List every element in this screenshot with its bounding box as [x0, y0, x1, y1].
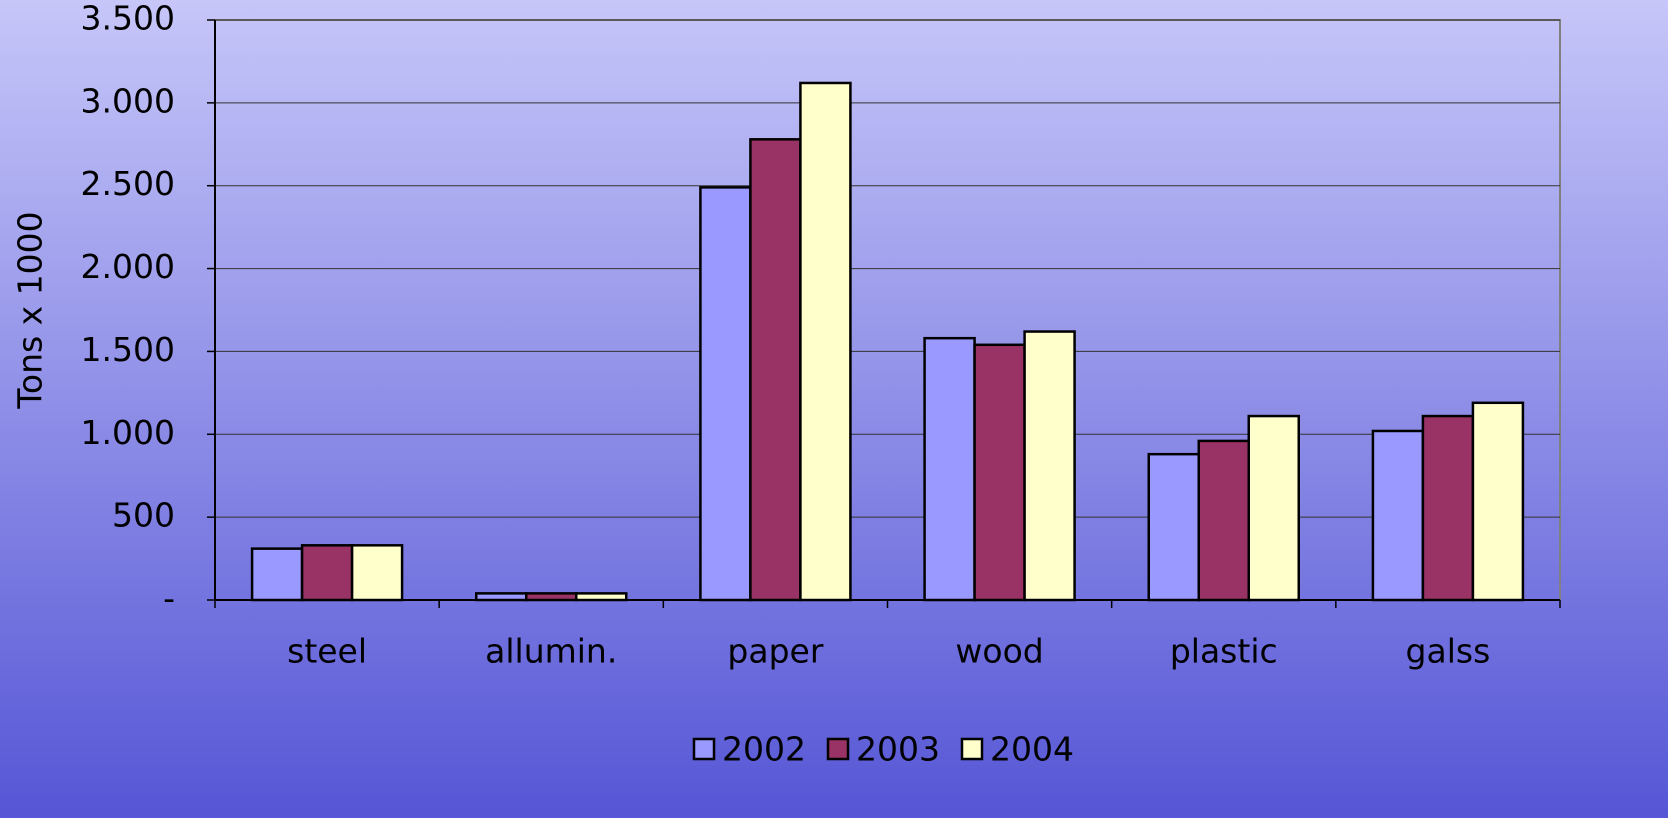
bar [1471, 401, 1525, 602]
bar [300, 544, 354, 602]
y-tick-label: 3.500 [81, 0, 175, 38]
x-tick-label: steel [287, 632, 367, 671]
x-tick-label: allumin. [485, 632, 617, 671]
legend-swatch [960, 737, 984, 761]
y-axis-label: Tons x 1000 [11, 211, 50, 409]
bar [1197, 439, 1250, 602]
bar [699, 186, 752, 602]
y-tick-label: 1.000 [81, 413, 175, 452]
y-tick-label: 3.000 [81, 81, 175, 120]
bar [1421, 414, 1475, 602]
x-tick-label: wood [955, 632, 1043, 671]
bar [923, 336, 976, 602]
y-tick-label: 2.000 [81, 247, 175, 286]
legend-label: 2004 [990, 730, 1074, 769]
legend-swatch [826, 737, 850, 761]
bar [1371, 429, 1425, 602]
bar [475, 592, 528, 602]
legend-swatch [692, 737, 716, 761]
bar [525, 592, 578, 602]
x-tick-label: paper [727, 632, 823, 671]
y-tick-label: 2.500 [81, 164, 175, 203]
bar [250, 547, 304, 602]
legend-label: 2002 [722, 730, 806, 769]
y-tick-label: 1.500 [81, 330, 175, 369]
bar [1247, 414, 1300, 602]
bar [799, 81, 852, 602]
bar [575, 592, 628, 602]
y-tick-label: - [163, 579, 175, 618]
bar [749, 138, 802, 602]
bar [1023, 330, 1076, 602]
x-tick-label: plastic [1170, 632, 1278, 671]
legend-label: 2003 [856, 730, 940, 769]
y-tick-label: 500 [112, 496, 175, 535]
bar [973, 343, 1026, 602]
bar [350, 544, 404, 602]
bar [1147, 452, 1200, 602]
x-tick-label: galss [1406, 632, 1491, 671]
